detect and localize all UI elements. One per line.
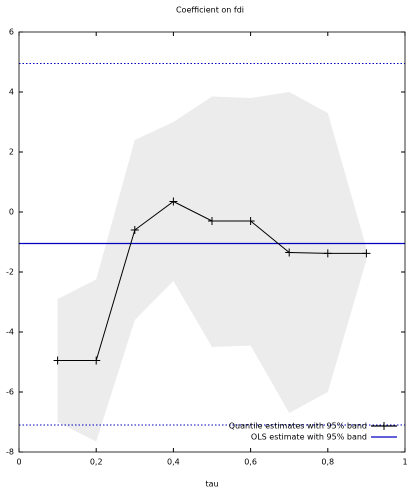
y-tick-label: 4 xyxy=(9,88,14,97)
plot-frame xyxy=(18,31,406,453)
point-marker xyxy=(285,248,294,257)
x-axis-label: tau xyxy=(205,480,218,489)
point-marker xyxy=(53,356,62,365)
legend-marker xyxy=(380,422,388,430)
point-marker xyxy=(246,217,255,225)
x-tick-label: 0 xyxy=(16,458,21,467)
chart-title: Coefficient on fdi xyxy=(176,6,244,15)
legend-label: OLS estimate with 95% band xyxy=(251,433,367,442)
y-tick-label: -6 xyxy=(6,388,14,397)
y-tick-label: -2 xyxy=(6,268,14,277)
point-marker xyxy=(169,197,178,206)
y-tick-label: -4 xyxy=(6,328,14,337)
point-marker xyxy=(323,249,332,258)
y-tick-label: 6 xyxy=(9,28,14,37)
x-tick-label: 0,4 xyxy=(167,458,180,467)
point-marker xyxy=(208,217,216,225)
x-tick-label: 1 xyxy=(402,458,407,467)
x-tick-label: 0,8 xyxy=(321,458,334,467)
y-tick-label: 2 xyxy=(9,148,14,157)
point-marker xyxy=(362,249,371,258)
y-tick-label: 0 xyxy=(9,208,14,217)
legend-label: Quantile estimates with 95% band xyxy=(229,422,367,431)
y-tick-label: -8 xyxy=(6,448,14,457)
x-tick-label: 0,2 xyxy=(90,458,103,467)
confidence-band xyxy=(57,92,367,442)
x-tick-label: 0,6 xyxy=(244,458,257,467)
point-marker xyxy=(130,226,139,234)
point-marker xyxy=(92,356,101,365)
